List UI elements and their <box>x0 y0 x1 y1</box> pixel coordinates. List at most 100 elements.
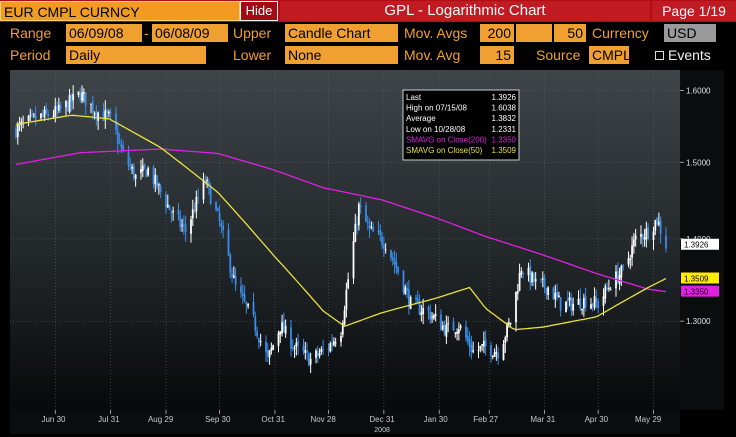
range-start-field[interactable]: 06/09/08 <box>66 24 142 42</box>
candle-body <box>202 179 205 200</box>
candle-body <box>177 209 180 215</box>
candle-body <box>306 350 308 353</box>
hide-button[interactable]: Hide <box>240 1 278 21</box>
legend-label: Low on 10/28/08 <box>406 125 466 134</box>
upper-chart-field[interactable]: Candle Chart <box>285 24 398 42</box>
price-tag-label: 1.3926 <box>684 241 709 250</box>
candle-body <box>352 240 355 279</box>
candle-body <box>91 101 94 113</box>
candle-body <box>59 105 62 109</box>
candle-body <box>543 277 546 288</box>
candle-body <box>656 218 658 224</box>
lower-chart-field[interactable]: None <box>285 46 398 64</box>
source-field[interactable]: CMPL <box>589 46 629 64</box>
candle-body <box>454 332 457 334</box>
candle-body <box>34 115 37 120</box>
candle-body <box>616 271 619 284</box>
candle-body <box>531 272 533 283</box>
candle-body <box>622 265 625 267</box>
candle-body <box>309 359 312 365</box>
candle-body <box>645 228 648 240</box>
candle-body <box>72 93 75 101</box>
legend-value: 1.3832 <box>492 114 517 123</box>
period-label: Period <box>10 47 51 63</box>
candle-body <box>290 327 292 349</box>
mov-avg-blank-field[interactable] <box>516 24 552 42</box>
period-field[interactable]: Daily <box>66 46 206 64</box>
x-tick-label: Jul 31 <box>98 415 120 424</box>
candle-body <box>372 226 375 232</box>
candle-body <box>472 350 475 352</box>
candle-body <box>143 164 146 169</box>
legend-label: Last <box>406 93 422 102</box>
candle-body <box>252 302 255 315</box>
candle-body <box>340 336 342 342</box>
mov-avg-50-field[interactable]: 50 <box>554 24 586 42</box>
grid <box>10 70 680 410</box>
candle-body <box>493 352 496 357</box>
candle-body <box>590 304 592 309</box>
candle-body <box>643 237 646 240</box>
candle-body <box>609 289 612 291</box>
currency-field[interactable]: USD <box>664 24 716 42</box>
mov-avg-200-field[interactable]: 200 <box>480 24 514 42</box>
security-field[interactable]: EUR CMPL CURNCY <box>0 1 240 21</box>
currency-label: Currency <box>592 25 649 41</box>
x-tick-label: Aug 29 <box>148 415 174 424</box>
candle-body <box>422 308 425 315</box>
candle-body <box>343 310 346 325</box>
candle-body <box>52 115 55 117</box>
candle-body <box>106 110 108 113</box>
legend-label: SMAVG on Close(200) <box>406 135 487 144</box>
candle-body <box>459 325 462 328</box>
candle-body <box>397 266 400 273</box>
candle-body <box>665 235 667 249</box>
candle-body <box>584 296 587 308</box>
range-label: Range <box>10 25 52 41</box>
candle-body <box>429 311 432 320</box>
candle-body <box>381 236 383 245</box>
mov-avg-lower-field[interactable]: 15 <box>480 46 514 64</box>
candle-body <box>157 184 160 186</box>
candle-body <box>541 278 544 280</box>
candle-body <box>331 342 333 345</box>
candle-body <box>416 298 419 303</box>
candle-body <box>43 109 46 118</box>
events-checkbox[interactable] <box>655 51 664 60</box>
candle-body <box>334 342 337 344</box>
candle-body <box>547 287 550 295</box>
candle-body <box>497 352 500 359</box>
candle-body <box>170 211 173 214</box>
candle-body <box>520 270 523 275</box>
candle-body <box>434 314 437 316</box>
candle-body <box>129 165 132 167</box>
candle-body <box>445 324 448 337</box>
lower-label: Lower <box>233 47 272 63</box>
x-tick-label: Oct 31 <box>261 415 285 424</box>
candle-body <box>393 259 396 264</box>
candle-body <box>516 291 519 294</box>
candle-body <box>266 350 269 357</box>
x-tick-label: Dec 31 <box>369 415 395 424</box>
candle-body <box>390 250 392 258</box>
smavg-50-line <box>15 114 667 331</box>
candle-body <box>470 345 473 353</box>
candle-body <box>245 302 248 305</box>
range-end-field[interactable]: 06/08/09 <box>152 24 228 42</box>
legend-value: 1.3926 <box>492 93 517 102</box>
candle-body <box>465 326 467 338</box>
title-bar: EUR CMPL CURNCY Hide GPL - Logarithmic C… <box>0 0 736 22</box>
candle-body <box>95 112 98 119</box>
candle-body <box>431 316 433 318</box>
candle-body <box>502 344 505 361</box>
candle-body <box>93 113 96 115</box>
candle-body <box>195 196 198 212</box>
chart-title: GPL - Logarithmic Chart <box>280 1 650 21</box>
candle-body <box>27 116 30 122</box>
price-tag-bg <box>681 272 719 284</box>
candle-body <box>322 348 325 350</box>
candle-body <box>45 107 48 113</box>
candle-body <box>491 355 494 357</box>
legend-value: 1.3509 <box>492 146 517 155</box>
